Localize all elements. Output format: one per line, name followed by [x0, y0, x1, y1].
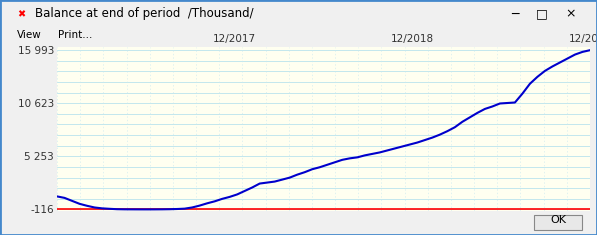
Text: Print...: Print...: [59, 30, 93, 40]
Text: ✖: ✖: [17, 9, 25, 19]
Text: ─: ─: [511, 8, 519, 20]
Text: Balance at end of period  /Thousand/: Balance at end of period /Thousand/: [35, 8, 253, 20]
Text: ×: ×: [565, 8, 576, 20]
Text: □: □: [536, 8, 547, 20]
Text: View: View: [17, 30, 42, 40]
Text: OK: OK: [550, 215, 566, 225]
FancyBboxPatch shape: [534, 215, 583, 230]
